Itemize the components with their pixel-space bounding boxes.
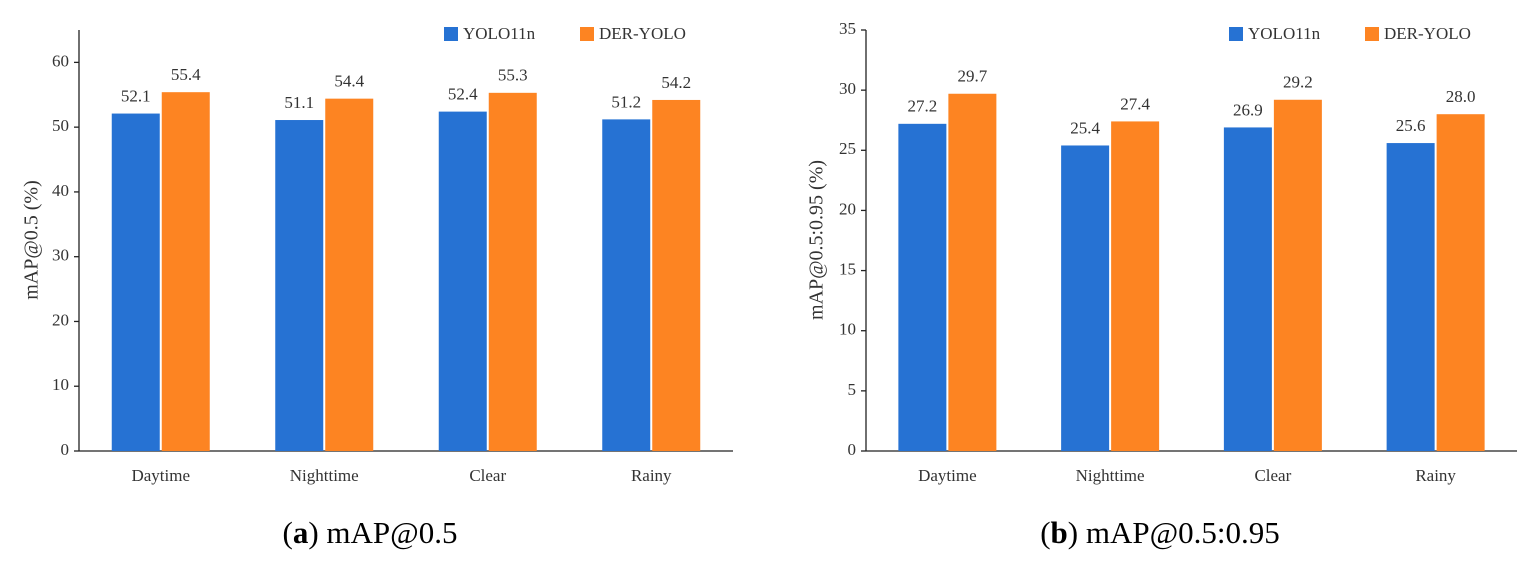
y-tick-label: 25 (839, 139, 856, 158)
bar (111, 113, 160, 451)
x-tick-label: Nighttime (290, 466, 359, 485)
bar (1436, 114, 1485, 451)
value-label: 51.1 (284, 93, 314, 112)
x-tick-label: Clear (469, 466, 506, 485)
y-tick-label: 35 (839, 19, 856, 38)
y-tick-label: 5 (848, 380, 857, 399)
y-tick-label: 30 (839, 79, 856, 98)
bar (898, 123, 947, 451)
caption-part: ( (1040, 515, 1050, 550)
y-axis-label: mAP@0.5:0.95 (%) (806, 160, 828, 320)
bar (1386, 143, 1435, 451)
caption-part: ( (283, 515, 293, 550)
legend-label: DER-YOLO (599, 24, 686, 43)
value-label: 55.3 (498, 66, 528, 85)
value-label: 26.9 (1233, 100, 1263, 119)
bar (1273, 99, 1322, 451)
y-tick-label: 60 (52, 51, 69, 70)
caption: (a) mAP@0.5 (283, 515, 458, 550)
y-tick-label: 20 (839, 199, 856, 218)
value-label: 55.4 (171, 65, 201, 84)
value-label: 52.1 (121, 86, 151, 105)
chart: 0 10 20 30 40 50 60 mAP@0.5 (%) Daytime 52.1 55.4 N… (21, 24, 733, 550)
x-tick-label: Rainy (1415, 466, 1456, 485)
value-label: 29.2 (1283, 73, 1313, 92)
bar (1111, 121, 1160, 451)
y-tick-label: 10 (52, 375, 69, 394)
bar (488, 92, 537, 451)
y-axis-label: mAP@0.5 (%) (21, 180, 43, 300)
value-label: 52.4 (448, 85, 478, 104)
value-label: 28.0 (1446, 87, 1476, 106)
bar (602, 119, 651, 452)
value-label: 29.7 (958, 67, 988, 86)
bar (948, 93, 997, 451)
value-label: 27.2 (908, 97, 938, 116)
bar (325, 98, 374, 451)
y-tick-label: 30 (52, 246, 69, 265)
chart: 0 5 10 15 20 25 30 35 mAP@0.5:0.95 (%) Daytime 27.… (806, 19, 1517, 550)
bar (1061, 145, 1110, 451)
bar (275, 120, 324, 451)
bar (1223, 127, 1272, 451)
caption-part: b (1051, 515, 1068, 550)
caption-part: a (293, 515, 309, 550)
y-tick-label: 0 (61, 440, 70, 459)
bar (652, 99, 701, 451)
legend-swatch (1365, 27, 1379, 41)
x-tick-label: Nighttime (1076, 466, 1145, 485)
caption-part: ) mAP@0.5 (308, 515, 457, 550)
bar (438, 111, 487, 452)
legend-label: DER-YOLO (1384, 24, 1471, 43)
legend-label: YOLO11n (463, 24, 536, 43)
x-tick-label: Rainy (631, 466, 672, 485)
value-label: 51.2 (611, 92, 641, 111)
x-tick-label: Daytime (131, 466, 190, 485)
value-label: 54.4 (334, 72, 364, 91)
value-label: 54.2 (661, 73, 691, 92)
y-tick-label: 15 (839, 259, 856, 278)
legend-label: YOLO11n (1248, 24, 1321, 43)
legend-swatch (444, 27, 458, 41)
x-tick-label: Daytime (918, 466, 977, 485)
legend-swatch (580, 27, 594, 41)
y-tick-label: 10 (839, 320, 856, 339)
value-label: 25.6 (1396, 116, 1426, 135)
bar (161, 92, 210, 451)
x-tick-label: Clear (1254, 466, 1291, 485)
value-label: 25.4 (1070, 118, 1100, 137)
value-label: 27.4 (1120, 94, 1150, 113)
caption: (b) mAP@0.5:0.95 (1040, 515, 1280, 550)
caption-part: ) mAP@0.5:0.95 (1068, 515, 1280, 550)
y-tick-label: 40 (52, 181, 69, 200)
legend-swatch (1229, 27, 1243, 41)
y-tick-label: 20 (52, 310, 69, 329)
y-tick-label: 50 (52, 116, 69, 135)
y-tick-label: 0 (848, 440, 857, 459)
